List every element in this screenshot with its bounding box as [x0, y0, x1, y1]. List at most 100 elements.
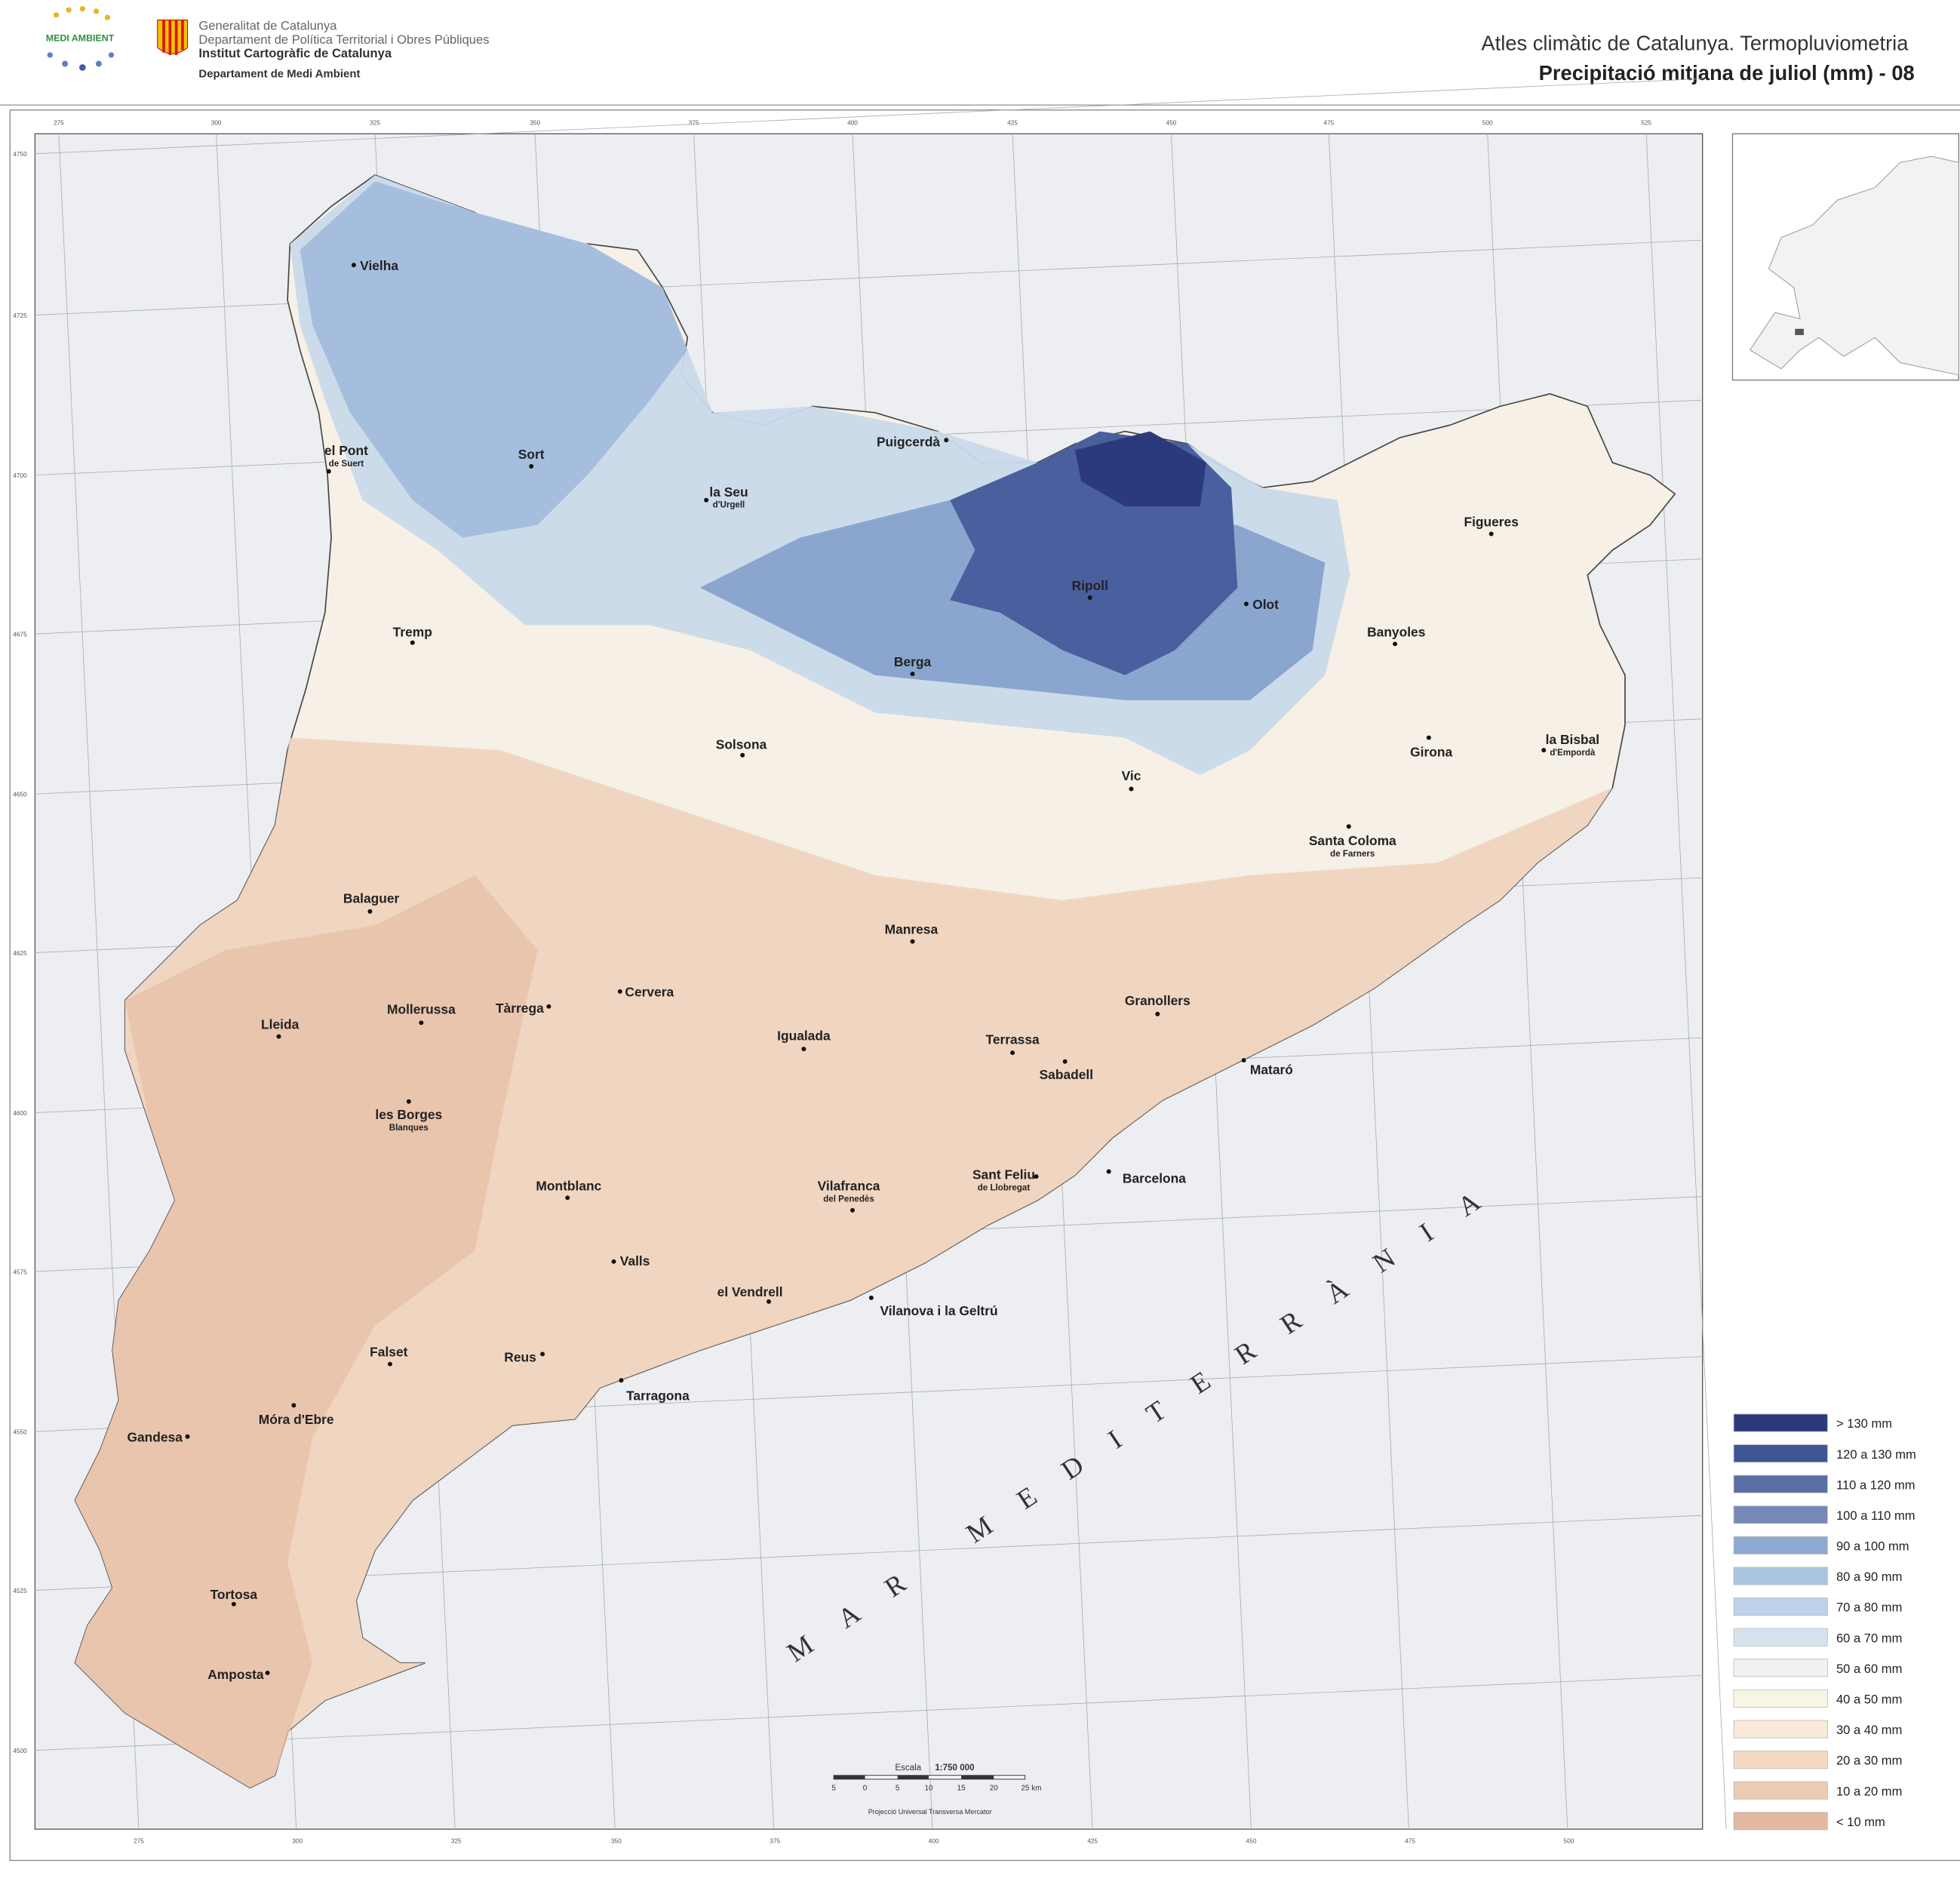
grid-tick-label: 4725 [13, 312, 27, 319]
scale-tick-label: 25 km [1021, 1785, 1041, 1793]
city-label: la Seu [709, 484, 748, 500]
map-title: Precipitació mitjana de juliol (mm) - 08 [1539, 61, 1915, 85]
grid-line [1645, 134, 1727, 1830]
city-label: Mataró [1250, 1062, 1293, 1077]
city-dot [351, 263, 356, 268]
city-label: Sant Feliu [972, 1167, 1035, 1182]
legend-label: 60 a 70 mm [1836, 1631, 1902, 1645]
org-line: Generalitat de Catalunya [198, 19, 337, 33]
atlas-title: Atles climàtic de Catalunya. Termopluvio… [1481, 31, 1909, 54]
city-label: Terrassa [986, 1032, 1040, 1047]
city-dot [1541, 748, 1547, 753]
city-label: la Bisbal [1546, 732, 1599, 747]
city-label: Tarragona [626, 1388, 690, 1404]
grid-tick-label: 4500 [13, 1748, 27, 1754]
city-label: Lleida [261, 1017, 300, 1032]
grid-tick-label: 375 [770, 1837, 780, 1844]
org-line: Departament de Medi Ambient [198, 69, 360, 81]
city-dot [944, 438, 949, 443]
city-dot [1010, 1050, 1015, 1056]
city-dot [1241, 1058, 1246, 1063]
city-label: Solsona [716, 736, 767, 752]
city-label: Ripoll [1072, 578, 1108, 593]
legend-label: 120 a 130 mm [1836, 1447, 1916, 1462]
city-dot [367, 909, 373, 914]
city-label: Vielha [360, 258, 398, 273]
scale-tick-label: 10 [925, 1785, 934, 1793]
city-dot [1087, 595, 1092, 600]
city-sublabel: de Llobregat [978, 1183, 1031, 1192]
city-label: Vilafranca [818, 1178, 880, 1193]
logo-text: MEDI AMBIENT [46, 33, 115, 44]
grid-tick-label: 350 [530, 120, 540, 127]
city-dot [1488, 531, 1494, 537]
legend-label: > 130 mm [1836, 1416, 1892, 1431]
city-label: Vilanova i la Geltrú [880, 1303, 997, 1318]
grid-tick-label: 500 [1564, 1837, 1574, 1844]
grid-tick-label: 4625 [13, 950, 27, 957]
city-dot [740, 752, 745, 758]
legend-swatch [1733, 1781, 1828, 1800]
legend-swatch [1733, 1474, 1828, 1493]
grid-tick-label: 4650 [13, 791, 27, 798]
city-dot [1243, 601, 1249, 607]
city-label: Igualada [777, 1029, 831, 1044]
city-label: Tàrrega [496, 1001, 544, 1016]
org-line: Institut Cartogràfic de Catalunya [198, 46, 392, 60]
city-label: les Borges [375, 1107, 442, 1122]
city-dot [419, 1020, 424, 1025]
city-sublabel: d'Urgell [713, 501, 745, 510]
city-dot [1426, 735, 1431, 740]
city-dot [565, 1195, 570, 1201]
city-label: Girona [1410, 744, 1452, 759]
city-sublabel: Blanques [389, 1124, 429, 1133]
city-dot [801, 1047, 806, 1052]
city-dot [326, 469, 331, 474]
city-dot [185, 1434, 190, 1439]
city-label: Sort [518, 447, 545, 462]
city-label: Barcelona [1123, 1170, 1186, 1185]
legend-label: 70 a 80 mm [1836, 1600, 1902, 1615]
logo: MEDI AMBIENT [46, 5, 115, 71]
legend-swatch [1733, 1444, 1828, 1463]
city-label: Amposta [207, 1667, 264, 1682]
city-dot [1106, 1169, 1111, 1174]
scale-tick-label: 0 [863, 1785, 868, 1793]
city-dot [546, 1004, 551, 1009]
grid-line [35, 1674, 1703, 1751]
city-dot [910, 672, 915, 677]
legend-label: 30 a 40 mm [1836, 1723, 1902, 1737]
city-dot [850, 1207, 855, 1213]
city-label: Banyoles [1367, 624, 1425, 639]
city-dot [1129, 786, 1134, 792]
city-label: Olot [1252, 597, 1279, 612]
legend-label: < 10 mm [1836, 1815, 1885, 1829]
city-sublabel: de Farners [1330, 850, 1375, 859]
legend-swatch [1733, 1597, 1828, 1616]
grid-tick-label: 325 [451, 1837, 462, 1844]
grid-line [35, 78, 1703, 155]
wet-zone-80 [300, 181, 688, 538]
grid-tick-label: 400 [847, 120, 858, 127]
grid-tick-label: 425 [1007, 120, 1018, 127]
city-dot [617, 989, 622, 994]
city-label: el Vendrell [717, 1284, 783, 1299]
grid-tick-label: 475 [1405, 1837, 1415, 1844]
legend-swatch [1733, 1628, 1828, 1647]
city-label: Berga [894, 654, 932, 669]
city-label: Mollerussa [387, 1002, 456, 1017]
city-dot [410, 640, 415, 645]
city-dot [276, 1034, 281, 1039]
city-label: Falset [370, 1345, 407, 1360]
city-label: Tortosa [210, 1587, 258, 1602]
city-label: Montblanc [536, 1178, 601, 1193]
city-dot [619, 1378, 624, 1383]
legend-swatch [1733, 1689, 1828, 1708]
grid-tick-label: 450 [1246, 1837, 1257, 1844]
city-dot [231, 1601, 236, 1607]
city-dot [291, 1403, 296, 1408]
city-label: Vic [1122, 768, 1141, 783]
city-sublabel: del Penedès [823, 1195, 874, 1204]
